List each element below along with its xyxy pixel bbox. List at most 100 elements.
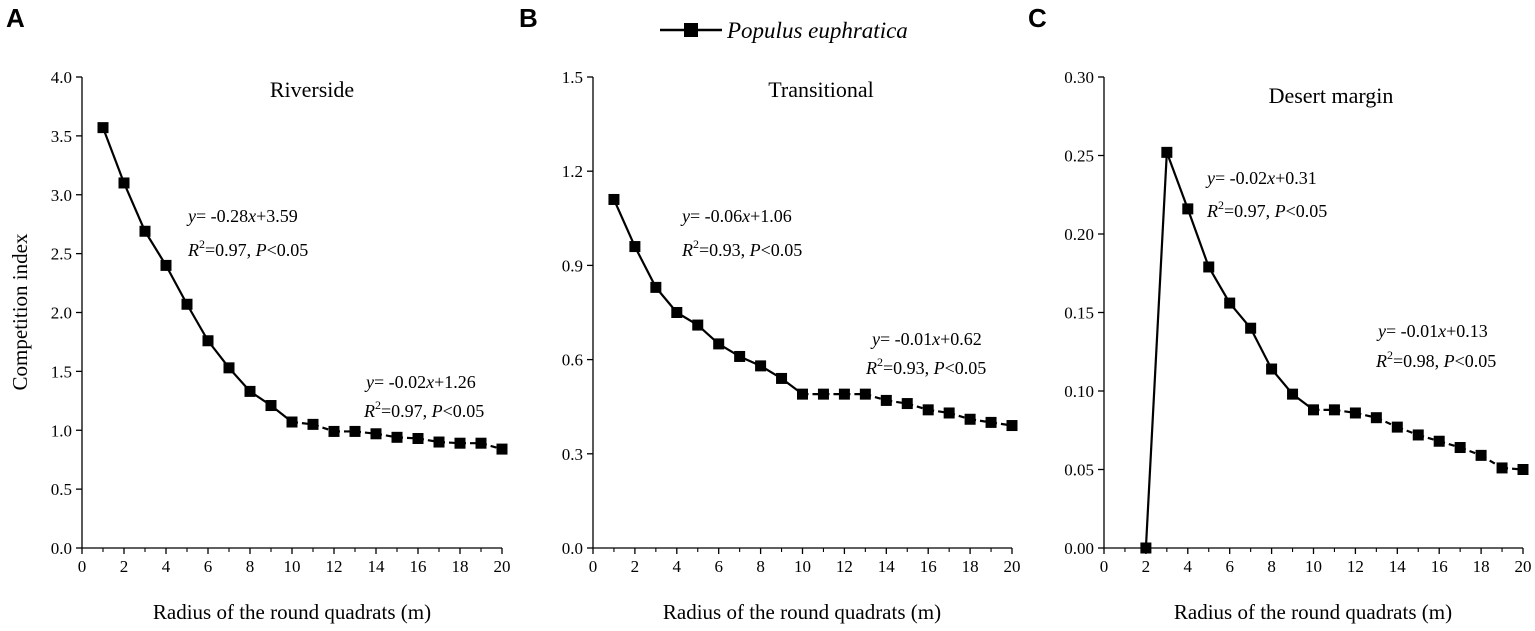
y-tick-label: 1.0 <box>51 421 72 440</box>
data-point <box>964 413 976 425</box>
panel-title: Transitional <box>768 77 874 102</box>
x-tick-label: 16 <box>920 557 937 576</box>
data-point <box>943 407 955 419</box>
panel-letter: A <box>6 3 25 33</box>
data-point <box>1412 429 1424 441</box>
r2-line: R2=0.93, P<0.05 <box>681 237 802 260</box>
x-tick-label: 10 <box>284 557 301 576</box>
y-tick-label: 1.5 <box>562 68 583 87</box>
data-point <box>1308 404 1319 416</box>
x-tick-label: 12 <box>1347 557 1364 576</box>
data-point <box>922 404 934 416</box>
x-axis-title: Radius of the round quadrats (m) <box>153 600 431 624</box>
panel-title: Desert margin <box>1269 83 1394 108</box>
data-point <box>412 432 424 444</box>
panel-b: B Transitional Radius of the round quadr… <box>519 3 1021 624</box>
x-axis-title: Radius of the round quadrats (m) <box>663 600 941 624</box>
x-tick-label: 2 <box>631 557 640 576</box>
r2-line: R2=0.93, P<0.05 <box>865 355 986 378</box>
data-point <box>202 335 214 347</box>
data-point <box>391 431 403 443</box>
panel-title: Riverside <box>270 77 354 102</box>
y-tick-label: 2.5 <box>51 245 72 264</box>
data-point <box>349 425 361 437</box>
x-tick-label: 4 <box>673 557 682 576</box>
series-segment <box>633 246 657 288</box>
series-segment <box>165 264 188 305</box>
data-point <box>838 388 850 400</box>
data-point <box>307 418 319 430</box>
x-tick-label: 20 <box>494 557 511 576</box>
equation-2: y= -0.02x+1.26 R2=0.97, P<0.05 <box>363 372 484 421</box>
y-tick-label: 3.0 <box>51 186 72 205</box>
y-tick-label: 1.2 <box>562 162 583 181</box>
x-tick-label: 18 <box>1473 557 1490 576</box>
y-tick-label: 0.05 <box>1064 461 1094 480</box>
panel-letter: B <box>519 3 538 33</box>
data-point <box>97 122 109 134</box>
series-segment <box>122 182 147 232</box>
x-axis-title: Radius of the round quadrats (m) <box>1174 600 1452 624</box>
data-point <box>692 319 704 331</box>
data-point <box>118 177 130 189</box>
data-point <box>1287 388 1299 400</box>
legend-label: Populus euphratica <box>726 18 908 43</box>
data-point <box>859 388 871 400</box>
data-point <box>1203 261 1215 273</box>
y-tick-label: 0.10 <box>1064 382 1094 401</box>
data-point <box>776 372 788 384</box>
y-axis-title: Competition index <box>8 233 32 390</box>
x-tick-label: 10 <box>1305 557 1322 576</box>
x-tick-label: 18 <box>962 557 979 576</box>
data-point <box>880 394 892 406</box>
x-tick-label: 8 <box>246 557 255 576</box>
x-tick-label: 2 <box>120 557 129 576</box>
data-point <box>265 400 277 412</box>
data-point <box>1391 421 1403 433</box>
x-tick-label: 6 <box>204 557 213 576</box>
data-point <box>817 388 829 400</box>
data-point <box>1496 462 1508 474</box>
data-point <box>985 416 997 428</box>
y-tick-label: 0.0 <box>51 539 72 558</box>
data-point <box>223 362 235 374</box>
equation-line: y= -0.28x+3.59 <box>186 206 298 226</box>
x-tick-label: 2 <box>1142 557 1151 576</box>
series-segment <box>1144 152 1168 549</box>
x-tick-label: 20 <box>1004 557 1021 576</box>
data-point <box>713 338 725 350</box>
data-point <box>433 436 445 448</box>
series-segment <box>1249 327 1273 370</box>
y-tick-label: 3.5 <box>51 127 72 146</box>
x-tick-label: 10 <box>794 557 811 576</box>
data-point <box>286 416 298 428</box>
panel-letter: C <box>1028 3 1047 33</box>
y-tick-label: 4.0 <box>51 68 72 87</box>
y-tick-label: 0.00 <box>1064 539 1094 558</box>
series-segment <box>186 303 209 342</box>
series-segment <box>612 199 636 248</box>
y-tick-label: 0.0 <box>562 539 583 558</box>
x-tick-label: 8 <box>1267 557 1276 576</box>
data-point <box>370 428 382 440</box>
y-tick-label: 0.9 <box>562 256 583 275</box>
y-tick-label: 2.0 <box>51 304 72 323</box>
r2-line: R2=0.97, P<0.05 <box>187 237 308 260</box>
x-tick-label: 0 <box>78 557 87 576</box>
x-tick-label: 0 <box>1100 557 1109 576</box>
data-point <box>181 298 193 310</box>
y-tick-label: 1.5 <box>51 362 72 381</box>
panel-c: C Desert margin Radius of the round quad… <box>1028 3 1532 624</box>
equation-1: y= -0.02x+0.31 R2=0.97, P<0.05 <box>1205 168 1327 221</box>
data-point <box>1349 407 1361 419</box>
equation-line: y= -0.06x+1.06 <box>680 206 792 226</box>
series-segment <box>144 230 167 266</box>
legend-marker-icon <box>684 23 698 37</box>
data-point <box>734 350 746 362</box>
data-point <box>1454 442 1466 454</box>
x-tick-label: 6 <box>1225 557 1234 576</box>
data-point <box>1161 146 1173 158</box>
equation-1: y= -0.06x+1.06 R2=0.93, P<0.05 <box>680 206 802 260</box>
x-tick-label: 16 <box>1431 557 1448 576</box>
y-tick-label: 0.20 <box>1064 225 1094 244</box>
